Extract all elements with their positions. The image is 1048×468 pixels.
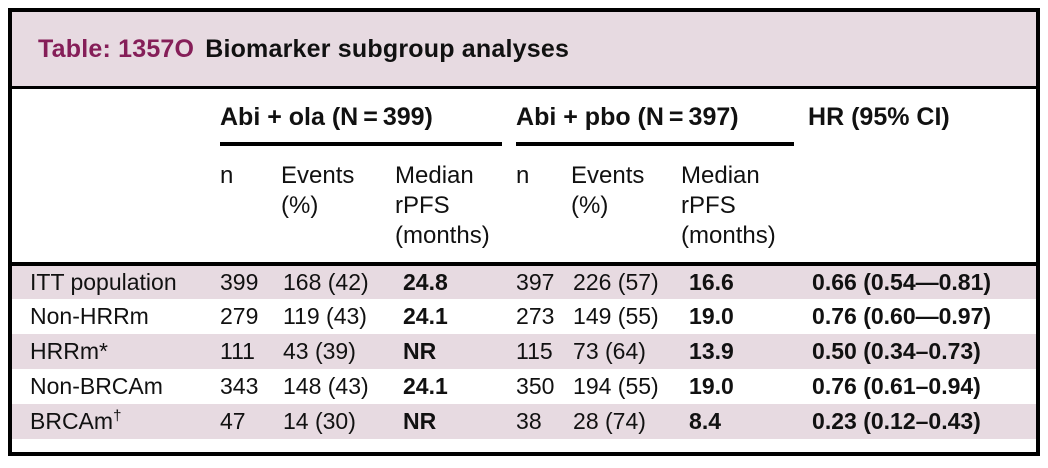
row-label: BRCAm† [12, 404, 220, 439]
n-value: 38 [516, 408, 542, 434]
biomarker-subgroup-table: Abi + ola (N = 399) Abi + pbo (N = 397) … [12, 89, 1036, 439]
subheader-events-ola: Events (%) [281, 162, 355, 219]
row-label: ITT population [30, 269, 177, 295]
row-label: HRRm* [30, 338, 108, 364]
hazard-ratio-value: 0.23 (0.12–0.43) [812, 408, 981, 434]
subheader-n-pbo: n [516, 162, 530, 189]
n-value: 279 [220, 303, 259, 329]
table-title-band: Table: 1357O Biomarker subgroup analyses [12, 12, 1036, 89]
table-row-hrrm: HRRm* 111 43 (39) NR 115 73 (64) 13.9 0.… [12, 334, 1036, 369]
median-rpfs-value: 24.1 [403, 303, 448, 329]
median-rpfs-value: 24.1 [403, 373, 448, 399]
row-label: Non-HRRm [30, 303, 149, 329]
hazard-ratio-value: 0.76 (0.60—0.97) [812, 303, 992, 329]
spacer-cell [808, 146, 1036, 264]
events-value: 149 (55) [573, 303, 659, 329]
events-value: 73 (64) [573, 338, 646, 364]
events-value: 226 (57) [573, 269, 659, 295]
spacer-cell [12, 146, 220, 264]
spacer-cell [12, 89, 220, 146]
events-value: 43 (39) [283, 338, 356, 364]
group-header-abi-ola-label: Abi + ola (N = 399) [220, 103, 503, 146]
events-value: 14 (30) [283, 408, 356, 434]
dagger-footnote-marker: † [113, 407, 122, 425]
median-rpfs-value: 19.0 [689, 373, 734, 399]
table-row-non-hrrm: Non-HRRm 279 119 (43) 24.1 273 149 (55) … [12, 299, 1036, 334]
biomarker-table-frame: Table: 1357O Biomarker subgroup analyses… [8, 8, 1040, 456]
table-number-label: Table: 1357O [38, 34, 195, 63]
events-value: 194 (55) [573, 373, 659, 399]
events-value: 148 (43) [283, 373, 369, 399]
subheader-median-pbo: Median rPFS (months) [681, 162, 776, 249]
median-rpfs-value: NR [403, 338, 437, 364]
table-title: Biomarker subgroup analyses [205, 34, 570, 63]
group-header-abi-pbo-label: Abi + pbo (N = 397) [516, 103, 795, 146]
row-label-text: BRCAm [30, 408, 114, 434]
n-value: 47 [220, 408, 246, 434]
hr-column-header: HR (95% CI) [808, 103, 950, 131]
n-value: 115 [516, 338, 553, 364]
row-label: Non-BRCAm [30, 373, 163, 399]
hazard-ratio-value: 0.76 (0.61–0.94) [812, 373, 981, 399]
events-value: 119 (43) [283, 303, 367, 329]
n-value: 397 [516, 269, 555, 295]
subheader-median-ola: Median rPFS (months) [395, 162, 490, 249]
median-rpfs-value: 16.6 [689, 269, 734, 295]
table-row-non-brcam: Non-BRCAm 343 148 (43) 24.1 350 194 (55)… [12, 369, 1036, 404]
group-header-abi-pbo: Abi + pbo (N = 397) [516, 89, 808, 146]
median-rpfs-value: 19.0 [689, 303, 734, 329]
n-value: 273 [516, 303, 555, 329]
subheader-events-pbo: Events (%) [571, 162, 645, 219]
table-row-brcam: BRCAm† 47 14 (30) NR 38 28 (74) 8.4 0.23… [12, 404, 1036, 439]
n-value: 350 [516, 373, 555, 399]
subheader-n-ola: n [220, 162, 234, 189]
median-rpfs-value: 13.9 [689, 338, 734, 364]
subheader-row: n Events (%) Median rPFS (months) n Even… [12, 146, 1036, 264]
events-value: 168 (42) [283, 269, 369, 295]
n-value: 111 [220, 338, 255, 364]
n-value: 343 [220, 373, 259, 399]
hazard-ratio-value: 0.50 (0.34–0.73) [812, 338, 981, 364]
n-value: 399 [220, 269, 259, 295]
group-header-row: Abi + ola (N = 399) Abi + pbo (N = 397) … [12, 89, 1036, 146]
median-rpfs-value: 8.4 [689, 408, 722, 434]
events-value: 28 (74) [573, 408, 646, 434]
group-header-abi-ola: Abi + ola (N = 399) [220, 89, 516, 146]
hazard-ratio-value: 0.66 (0.54—0.81) [812, 269, 992, 295]
median-rpfs-value: 24.8 [403, 269, 448, 295]
median-rpfs-value: NR [403, 408, 437, 434]
table-row-itt-population: ITT population 399 168 (42) 24.8 397 226… [12, 264, 1036, 299]
